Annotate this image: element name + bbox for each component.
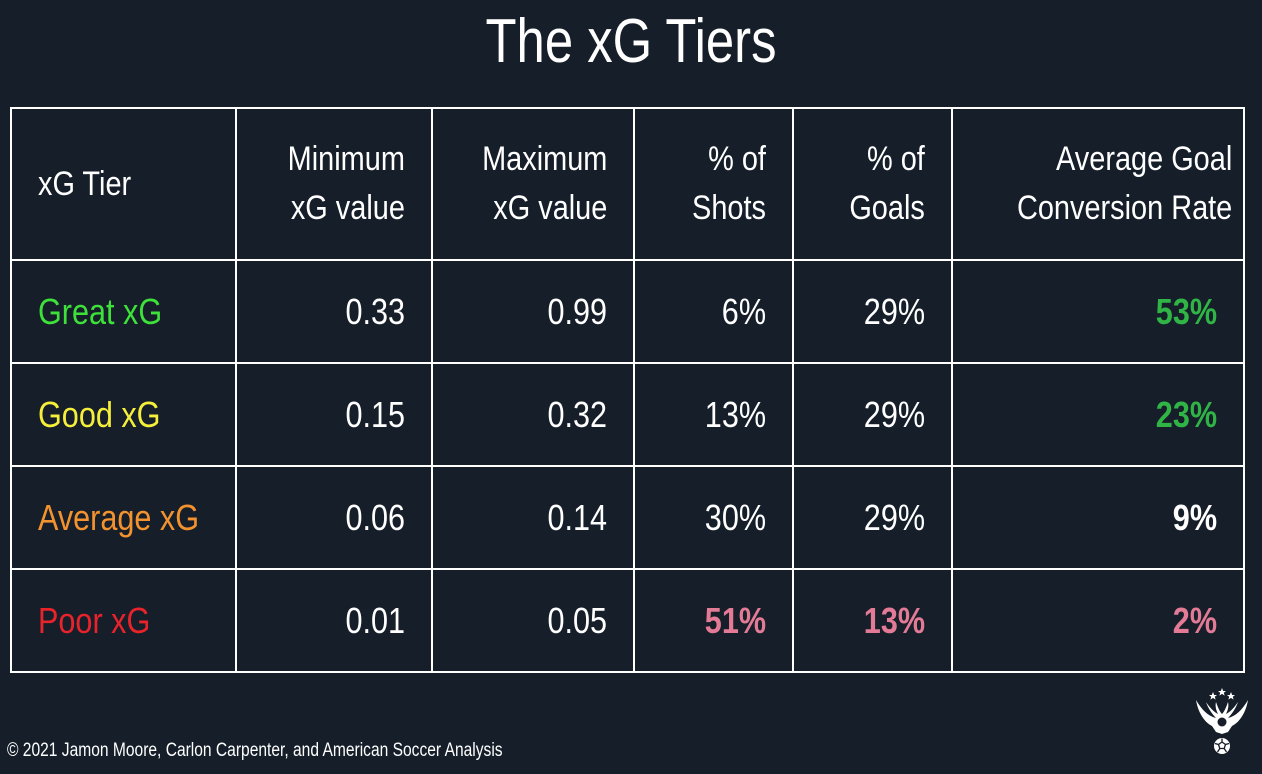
- chart-title: The xG Tiers: [485, 7, 777, 76]
- header-label-line: xG value: [492, 189, 607, 227]
- header-pct-goals: % of Goals: [792, 107, 953, 261]
- max-xg-cell: 0.14: [431, 465, 635, 570]
- header-min-xg: Minimum xG value: [235, 107, 433, 261]
- table-row: Good xG 0.15 0.32 13% 29% 23%: [10, 362, 1245, 467]
- table-row: Great xG 0.33 0.99 6% 29% 53%: [10, 259, 1245, 364]
- tier-cell-value: Poor xG: [38, 599, 151, 641]
- table-row: Average xG 0.06 0.14 30% 29% 9%: [10, 465, 1245, 570]
- pct-goals-cell: 29%: [792, 259, 953, 364]
- min-xg-cell-value: 0.15: [345, 393, 405, 435]
- tier-cell-value: Average xG: [38, 496, 200, 538]
- conversion-rate-cell-value: 2%: [1172, 599, 1217, 641]
- copyright-footer: © 2021 Jamon Moore, Carlon Carpenter, an…: [7, 740, 503, 761]
- pct-shots-cell-value: 13%: [704, 393, 766, 435]
- conversion-rate-cell-value: 53%: [1155, 290, 1217, 332]
- pct-shots-cell: 13%: [633, 362, 794, 467]
- max-xg-cell-value: 0.05: [547, 599, 607, 641]
- conversion-rate-cell: 9%: [951, 465, 1245, 570]
- header-conversion-rate: Average Goal Conversion Rate: [951, 107, 1245, 261]
- header-label-line: % of: [867, 140, 925, 178]
- conversion-rate-cell-value: 23%: [1155, 393, 1217, 435]
- tier-cell: Great xG: [10, 259, 237, 364]
- max-xg-cell-value: 0.14: [547, 496, 607, 538]
- pct-goals-cell-value: 29%: [863, 496, 925, 538]
- header-xg-tier: xG Tier: [10, 107, 237, 261]
- pct-shots-cell: 51%: [633, 568, 794, 673]
- min-xg-cell-value: 0.06: [345, 496, 405, 538]
- header-label-line: xG value: [290, 189, 405, 227]
- conversion-rate-cell-value: 9%: [1172, 496, 1217, 538]
- conversion-rate-cell: 53%: [951, 259, 1245, 364]
- max-xg-cell: 0.99: [431, 259, 635, 364]
- pct-shots-cell-value: 30%: [704, 496, 766, 538]
- table-row: Poor xG 0.01 0.05 51% 13% 2%: [10, 568, 1245, 673]
- pct-goals-cell: 13%: [792, 568, 953, 673]
- pct-shots-cell: 6%: [633, 259, 794, 364]
- max-xg-cell-value: 0.32: [547, 393, 607, 435]
- header-label-line: Maximum: [481, 140, 607, 178]
- header-label-line: Minimum: [287, 140, 405, 178]
- conversion-rate-cell: 23%: [951, 362, 1245, 467]
- header-label-line: Average Goal: [1056, 140, 1233, 178]
- min-xg-cell: 0.15: [235, 362, 433, 467]
- pct-goals-cell: 29%: [792, 465, 953, 570]
- pct-shots-cell-value: 51%: [704, 599, 766, 641]
- max-xg-cell-value: 0.99: [547, 290, 607, 332]
- header-label-line: % of: [708, 140, 766, 178]
- header-max-xg: Maximum xG value: [431, 107, 635, 261]
- tier-cell: Poor xG: [10, 568, 237, 673]
- pct-goals-cell: 29%: [792, 362, 953, 467]
- min-xg-cell: 0.33: [235, 259, 433, 364]
- min-xg-cell-value: 0.01: [345, 599, 405, 641]
- header-label-line: xG Tier: [38, 164, 132, 203]
- tier-cell-value: Great xG: [38, 290, 163, 332]
- header-row: xG Tier Minimum xG value Maximum xG value % o…: [10, 107, 1245, 261]
- pct-goals-cell-value: 29%: [863, 290, 925, 332]
- pct-shots-cell: 30%: [633, 465, 794, 570]
- xg-tiers-table: xG Tier Minimum xG value Maximum xG value % o…: [10, 107, 1245, 673]
- min-xg-cell: 0.01: [235, 568, 433, 673]
- max-xg-cell: 0.32: [431, 362, 635, 467]
- header-pct-shots: % of Shots: [633, 107, 794, 261]
- pct-goals-cell-value: 29%: [863, 393, 925, 435]
- eagle-soccer-ball-logo-icon: [1196, 688, 1248, 754]
- pct-shots-cell-value: 6%: [721, 290, 766, 332]
- table-body: Great xG 0.33 0.99 6% 29% 53% Good xG 0.15 0.32 1…: [10, 259, 1245, 673]
- tier-cell-value: Good xG: [38, 393, 161, 435]
- conversion-rate-cell: 2%: [951, 568, 1245, 673]
- header-label-line: Goals: [849, 189, 925, 227]
- pct-goals-cell-value: 13%: [863, 599, 925, 641]
- min-xg-cell-value: 0.33: [345, 290, 405, 332]
- tier-cell: Average xG: [10, 465, 237, 570]
- min-xg-cell: 0.06: [235, 465, 433, 570]
- header-label-line: Shots: [692, 189, 766, 227]
- header-label-line: Conversion Rate: [1016, 189, 1233, 227]
- max-xg-cell: 0.05: [431, 568, 635, 673]
- tier-cell: Good xG: [10, 362, 237, 467]
